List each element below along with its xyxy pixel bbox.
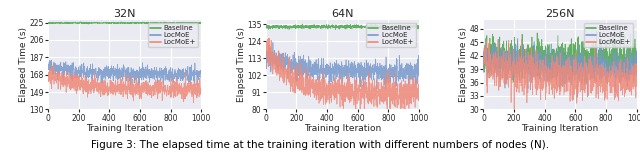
X-axis label: Training Iteration: Training Iteration (522, 124, 599, 133)
Title: 256N: 256N (545, 9, 575, 19)
Y-axis label: Elapsed Time (s): Elapsed Time (s) (459, 27, 468, 102)
X-axis label: Training Iteration: Training Iteration (86, 124, 163, 133)
Y-axis label: Elapsed Time (s): Elapsed Time (s) (237, 27, 246, 102)
Y-axis label: Elapsed Time (s): Elapsed Time (s) (19, 27, 28, 102)
Legend: Baseline, LocMoE, LocMoE+: Baseline, LocMoE, LocMoE+ (366, 23, 415, 47)
Legend: Baseline, LocMoE, LocMoE+: Baseline, LocMoE, LocMoE+ (584, 23, 634, 47)
X-axis label: Training Iteration: Training Iteration (304, 124, 381, 133)
Legend: Baseline, LocMoE, LocMoE+: Baseline, LocMoE, LocMoE+ (148, 23, 198, 47)
Title: 64N: 64N (331, 9, 354, 19)
Title: 32N: 32N (113, 9, 136, 19)
Text: Figure 3: The elapsed time at the training iteration with different numbers of n: Figure 3: The elapsed time at the traini… (91, 140, 549, 150)
